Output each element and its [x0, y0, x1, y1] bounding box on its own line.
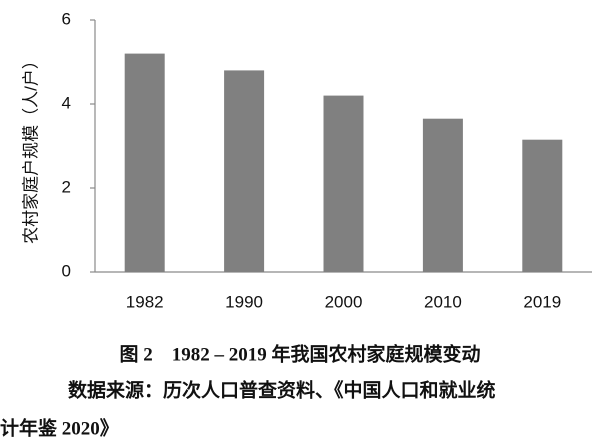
- y-tick-label: 2: [62, 177, 71, 196]
- bar: [522, 139, 563, 272]
- source-line: 数据来源：历次人口普查资料、《中国人口和就业统: [68, 378, 496, 401]
- bar: [224, 70, 265, 273]
- x-tick-label: 2000: [325, 292, 363, 311]
- y-tick-label: 0: [62, 261, 71, 280]
- y-axis-label: 农村家庭户规模（人/户）: [21, 52, 40, 244]
- y-tick-label: 4: [62, 93, 71, 112]
- x-tick-label: 2019: [523, 292, 561, 311]
- y-tick-label: 6: [62, 9, 71, 28]
- bar: [124, 53, 165, 272]
- x-tick-label: 1982: [126, 292, 164, 311]
- x-tick-label: 2010: [424, 292, 462, 311]
- x-tick-label: 1990: [225, 292, 263, 311]
- bar: [422, 118, 463, 272]
- bar: [323, 95, 364, 272]
- source-line: 计年鉴 2020》: [0, 416, 119, 439]
- caption: 图 2 1982 – 2019 年我国农村家庭规模变动: [119, 342, 480, 365]
